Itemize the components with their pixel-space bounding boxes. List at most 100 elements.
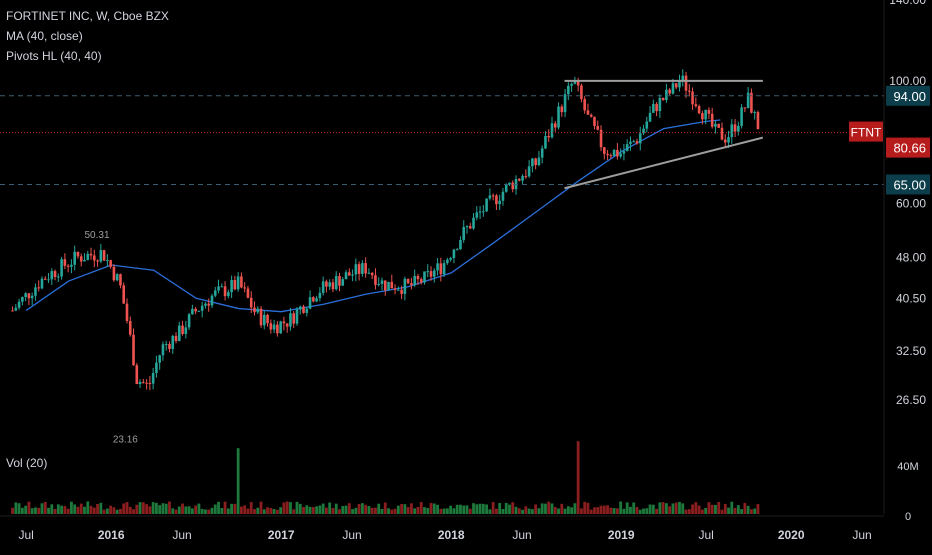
volume-bar <box>315 506 319 514</box>
candle-body <box>99 250 103 262</box>
volume-bar <box>318 505 322 514</box>
legend-symbol[interactable]: FORTINET INC, W, Cboe BZX <box>6 9 169 23</box>
volume-bar <box>63 506 67 514</box>
candle-body <box>361 263 364 274</box>
candle-body <box>691 91 694 105</box>
candle-body <box>24 293 27 298</box>
candle-body <box>122 285 126 304</box>
volume-bar <box>540 503 544 514</box>
volume-bar <box>302 507 305 514</box>
volume-bar <box>374 507 377 514</box>
volume-bar <box>83 506 86 514</box>
candle-body <box>665 89 668 101</box>
candle-body <box>459 240 462 250</box>
volume-bar <box>727 507 730 514</box>
volume-bar <box>24 505 28 514</box>
volume-bar <box>566 506 570 514</box>
volume-bar <box>60 505 64 514</box>
candle-body <box>374 275 377 285</box>
volume-bar <box>17 503 21 514</box>
volume-bar <box>112 507 116 514</box>
volume-bar <box>750 509 753 514</box>
x-tick-label: Jul <box>698 528 713 542</box>
candle-body <box>347 272 351 276</box>
volume-bar <box>557 508 560 514</box>
candle-body <box>413 275 416 286</box>
volume-bar <box>128 506 132 514</box>
volume-bar <box>338 509 341 514</box>
candle-body <box>586 110 590 115</box>
y-tick-label: 32.50 <box>896 344 926 358</box>
candle-body <box>302 306 305 313</box>
candle-body <box>410 283 413 286</box>
volume-bar <box>488 509 492 514</box>
candle-body <box>43 278 47 280</box>
candle-body <box>652 103 655 113</box>
x-tick-label: Jun <box>512 528 531 542</box>
candle-body <box>276 324 279 334</box>
candle-body <box>63 259 67 266</box>
last-price-tag <box>886 137 930 158</box>
y-tick-label: 40.50 <box>896 291 926 305</box>
volume-bar <box>530 509 534 514</box>
candle-body <box>449 258 452 260</box>
legend-pivots[interactable]: Pivots HL (40, 40) <box>6 49 102 63</box>
legend-ma[interactable]: MA (40, close) <box>6 29 83 43</box>
volume-bar <box>700 509 704 514</box>
volume-bar <box>687 509 691 514</box>
volume-bar <box>122 503 126 514</box>
candle-body <box>455 249 459 251</box>
candle-body <box>76 251 80 257</box>
candle-body <box>720 127 724 140</box>
candle-body <box>246 288 250 298</box>
candle-body <box>714 123 717 127</box>
candle-body <box>733 124 737 132</box>
candle-body <box>638 133 642 144</box>
volume-bar <box>328 502 332 514</box>
candle-body <box>161 344 165 356</box>
candle-body <box>619 153 622 157</box>
volume-bar <box>155 502 158 514</box>
candle-body <box>573 80 577 84</box>
candle-body <box>387 281 390 291</box>
volume-bar <box>694 502 698 514</box>
candle-body <box>210 295 214 306</box>
volume-bar <box>710 504 714 514</box>
volume-bar <box>495 508 498 514</box>
volume-bar <box>105 508 109 514</box>
candle-body <box>645 121 649 129</box>
candle-body <box>658 97 662 112</box>
candle-body <box>488 195 492 199</box>
volume-bar <box>53 509 57 514</box>
volume-bar <box>462 505 466 514</box>
volume-bar <box>50 504 54 514</box>
candle-body <box>501 191 505 201</box>
volume-bar <box>109 505 113 514</box>
volume-bar <box>527 508 531 514</box>
candle-body <box>419 279 423 283</box>
candle-body <box>563 94 567 113</box>
volume-bar <box>442 508 446 514</box>
candle-body <box>50 271 54 280</box>
volume-bar <box>684 509 688 514</box>
volume-bar <box>96 503 99 514</box>
candle-body <box>357 264 361 274</box>
candle-body <box>687 90 691 92</box>
candle-body <box>746 92 750 108</box>
volume-bar <box>246 508 250 514</box>
volume-bar <box>570 507 574 514</box>
candle-body <box>89 253 93 256</box>
volume-bar <box>720 509 724 514</box>
volume-bar <box>279 507 283 514</box>
candle-body <box>354 264 358 275</box>
candle-body <box>540 148 544 158</box>
volume-bar <box>282 502 286 514</box>
candle-body <box>181 325 184 334</box>
candle-body <box>155 362 158 374</box>
volume-bar <box>534 504 538 514</box>
volume-bar <box>576 441 580 514</box>
candle-body <box>423 271 426 283</box>
volume-legend[interactable]: Vol (20) <box>6 456 48 470</box>
